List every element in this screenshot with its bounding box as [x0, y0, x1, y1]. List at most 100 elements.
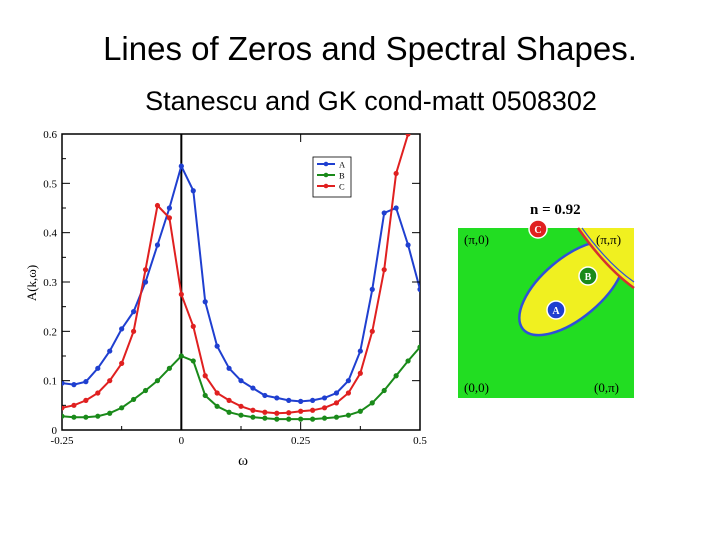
series-point-c — [310, 407, 316, 413]
series-point-b — [178, 353, 184, 359]
series-point-a — [119, 326, 125, 332]
series-point-a — [405, 242, 411, 248]
series-point-a — [214, 343, 220, 349]
y-tick-label: 0.5 — [43, 178, 57, 190]
series-point-a — [131, 309, 137, 315]
series-point-b — [119, 405, 125, 411]
series-point-c — [62, 405, 65, 411]
point-b-marker — [578, 266, 598, 286]
corner-pocket-contour — [581, 227, 635, 283]
series-point-a — [357, 348, 363, 354]
series-point-a — [95, 365, 101, 371]
series-point-b — [71, 414, 77, 420]
legend-label-a: A — [339, 160, 346, 170]
y-tick-label: 0.3 — [43, 277, 57, 289]
series-point-c — [166, 215, 172, 221]
legend: ABC — [312, 156, 352, 198]
series-point-a — [321, 395, 328, 401]
series-point-a — [369, 286, 375, 292]
series-point-c — [190, 323, 196, 329]
series-point-a — [142, 279, 149, 285]
series-point-b — [298, 416, 304, 422]
series-point-c — [274, 410, 280, 416]
point-b-label: B — [585, 272, 592, 283]
corner-label-bottom-left: (0,0) — [464, 380, 489, 395]
series-point-c — [393, 170, 399, 177]
corner-label-top-left: (π,0) — [464, 232, 489, 247]
series-point-a — [190, 188, 196, 194]
series-point-b — [333, 414, 340, 420]
x-axis-label: ω — [238, 453, 248, 469]
series-point-a — [274, 395, 280, 401]
corner-label-bottom-right: (0,π) — [594, 380, 619, 395]
series-point-c — [357, 370, 363, 376]
y-tick-label: 0.1 — [43, 376, 57, 388]
point-c-label: C — [534, 225, 541, 236]
y-axis-label: A(k,ω) — [24, 265, 39, 301]
legend-marker-a — [323, 161, 329, 167]
series-point-b — [250, 414, 256, 420]
series-point-b — [393, 373, 399, 379]
series-point-a — [381, 210, 387, 216]
series-point-c — [381, 267, 387, 273]
series-point-b — [369, 400, 375, 406]
series-point-a — [250, 385, 256, 391]
series-point-c — [226, 397, 232, 403]
series-point-b — [417, 344, 420, 350]
series-point-c — [298, 408, 304, 414]
point-a-marker — [546, 300, 566, 320]
zero-line — [576, 227, 635, 290]
series-point-a — [107, 348, 113, 354]
series-point-c — [202, 373, 208, 379]
x-tick-label: -0.25 — [51, 435, 74, 447]
series-point-c — [107, 378, 113, 384]
series-point-b — [357, 408, 363, 414]
series-point-c — [83, 397, 89, 403]
x-tick-label: 0.5 — [413, 435, 427, 447]
series-point-a — [154, 242, 161, 248]
legend-label-b: B — [339, 171, 345, 181]
series-point-c — [178, 291, 184, 297]
series-point-b — [95, 413, 101, 419]
series-point-b — [345, 412, 351, 418]
series-point-c — [405, 134, 411, 137]
series-point-a — [286, 397, 292, 403]
series-point-a — [345, 378, 351, 384]
slide-subtitle: Stanescu and GK cond-matt 0508302 — [145, 86, 597, 116]
series-point-c — [238, 403, 244, 409]
series-point-b — [131, 396, 137, 403]
series-point-a — [238, 378, 244, 384]
series-point-b — [166, 365, 172, 371]
series-point-c — [214, 390, 220, 396]
series-point-b — [202, 392, 208, 399]
series-point-b — [142, 387, 149, 394]
series-point-b — [405, 358, 411, 364]
series-point-b — [262, 415, 268, 421]
y-tick-label: 0 — [52, 425, 58, 437]
series-point-c — [262, 409, 268, 415]
series-point-c — [71, 402, 77, 408]
series-line-c — [62, 134, 410, 415]
corner-label-top-right: (π,π) — [596, 232, 621, 247]
series-point-a — [166, 205, 172, 211]
series-point-a — [333, 390, 340, 396]
point-c-marker — [528, 219, 548, 239]
series-point-b — [83, 414, 89, 420]
series-point-c — [250, 407, 256, 413]
series-point-a — [202, 299, 208, 305]
series-point-b — [214, 403, 220, 409]
series-point-c — [345, 390, 351, 396]
series-point-c — [333, 400, 340, 406]
series-point-b — [238, 412, 244, 418]
plot-frame — [61, 133, 421, 431]
series-point-c — [321, 405, 328, 411]
series-point-c — [119, 360, 125, 366]
series-point-c — [286, 410, 292, 416]
series-point-a — [83, 379, 89, 385]
series-point-c — [417, 117, 422, 122]
y-tick-label: 0.6 — [43, 129, 57, 141]
legend-marker-c — [323, 183, 329, 189]
x-tick-label: 0 — [179, 435, 185, 447]
series-point-c — [369, 328, 375, 334]
